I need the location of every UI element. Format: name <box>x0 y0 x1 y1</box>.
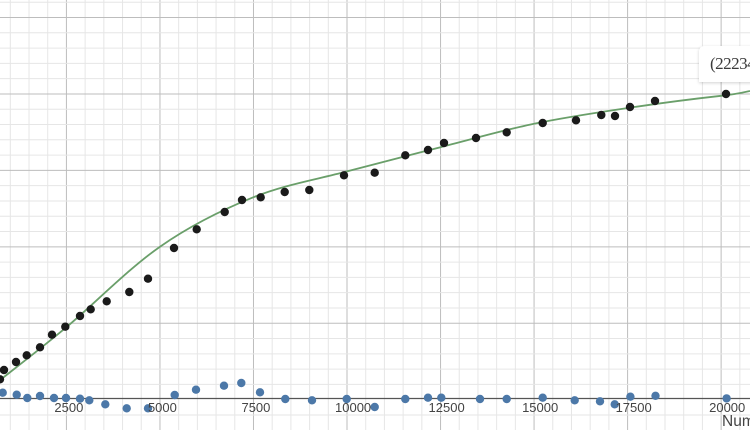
svg-text:2500: 2500 <box>54 400 83 415</box>
svg-text:17500: 17500 <box>616 400 652 415</box>
svg-text:12500: 12500 <box>429 400 465 415</box>
svg-text:10000: 10000 <box>335 400 371 415</box>
svg-text:5000: 5000 <box>148 400 177 415</box>
svg-text:15000: 15000 <box>522 400 558 415</box>
svg-text:Numb: Numb <box>722 413 750 430</box>
svg-text:7500: 7500 <box>241 400 270 415</box>
